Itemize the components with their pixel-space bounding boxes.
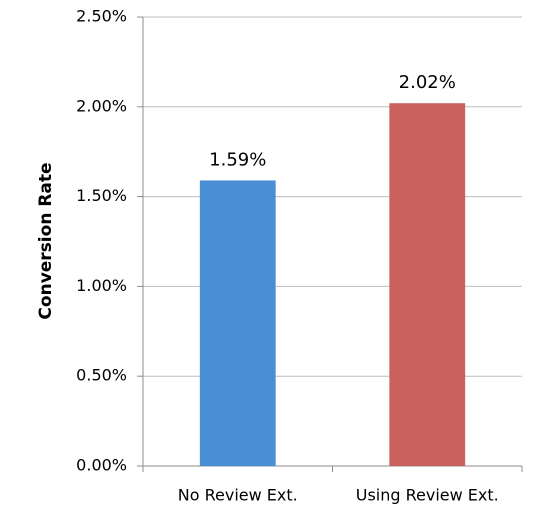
y-tick-label: 0.50% <box>76 366 127 385</box>
x-tick-label: Using Review Ext. <box>356 486 499 505</box>
y-tick-label: 2.00% <box>76 96 127 115</box>
y-tick-label: 0.00% <box>76 456 127 475</box>
y-tick-label: 2.50% <box>76 7 127 26</box>
y-tick-label: 1.00% <box>76 276 127 295</box>
value-label: 1.59% <box>209 149 266 170</box>
bar <box>389 103 466 466</box>
y-tick-label: 1.50% <box>76 186 127 205</box>
y-axis-label: Conversion Rate <box>36 162 56 319</box>
x-tick-label: No Review Ext. <box>178 486 298 505</box>
bar <box>199 180 276 466</box>
value-label: 2.02% <box>399 72 456 93</box>
